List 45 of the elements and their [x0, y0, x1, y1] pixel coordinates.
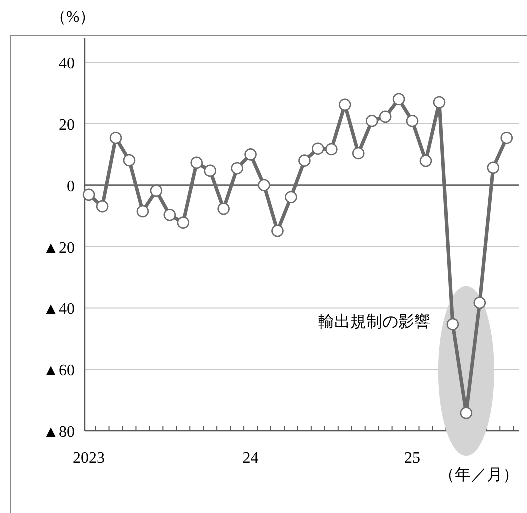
point [231, 162, 244, 175]
point [487, 162, 500, 174]
point [82, 188, 96, 202]
point [272, 224, 284, 238]
point [312, 142, 324, 155]
point [123, 154, 136, 167]
point [136, 205, 150, 218]
point [150, 184, 163, 198]
point [218, 202, 230, 216]
point [366, 115, 378, 128]
y-tick-label: 40 [59, 56, 75, 73]
x-axis-title: （年／月） [439, 467, 519, 484]
point [500, 132, 514, 144]
point [406, 115, 419, 128]
y-tick-label: ▲80 [43, 424, 75, 441]
point [177, 216, 190, 229]
point [164, 209, 176, 222]
x-tick-label: 24 [242, 450, 259, 467]
point [433, 96, 446, 109]
point [190, 156, 204, 170]
point [474, 296, 486, 310]
y-tick-label: ▲40 [43, 301, 75, 318]
x-tick-label: 25 [404, 450, 421, 467]
point [392, 93, 406, 106]
y-tick-label: 20 [59, 116, 75, 134]
point [204, 164, 216, 178]
y-tick-label: ▲20 [43, 240, 75, 257]
point [244, 148, 257, 161]
point [258, 179, 270, 192]
point [460, 407, 473, 420]
x-tick-label: 2023 [73, 450, 106, 467]
y-axis-title: （%） [50, 9, 96, 26]
annotation: 輸出規制の影響 [318, 313, 430, 332]
point [110, 132, 122, 144]
point [446, 318, 460, 331]
y-tick-label: ▲60 [43, 362, 75, 380]
point [338, 98, 352, 112]
point [352, 147, 365, 160]
point [298, 154, 311, 167]
point [420, 154, 432, 168]
point [96, 200, 109, 213]
y-tick-label: 0 [67, 178, 75, 196]
point [326, 143, 338, 156]
point [285, 191, 298, 204]
point [379, 110, 392, 124]
